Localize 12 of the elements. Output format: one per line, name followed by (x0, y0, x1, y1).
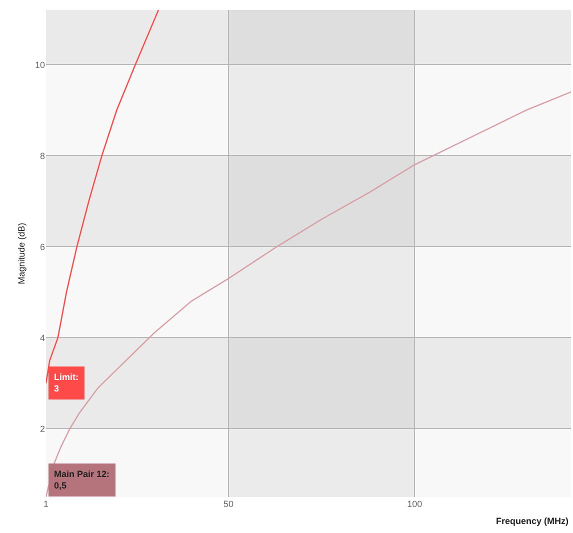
y-axis-title: Magnitude (dB) (16, 222, 26, 284)
y-tick-label: 10 (34, 60, 45, 70)
annotation: Limit: 3 (54, 372, 78, 394)
y-tick-label: 6 (40, 242, 45, 252)
x-tick-label: 1 (43, 499, 49, 509)
y-tick-label: 4 (40, 332, 45, 343)
x-axis-title: Frequency (MHz) (496, 516, 569, 526)
x-tick-label: 100 (407, 499, 422, 509)
x-tick-label: 50 (223, 499, 234, 509)
y-tick-label: 2 (40, 424, 45, 434)
annotation: Main Pair 12: 0,5 (54, 469, 110, 491)
y-tick-label: 8 (40, 150, 45, 161)
